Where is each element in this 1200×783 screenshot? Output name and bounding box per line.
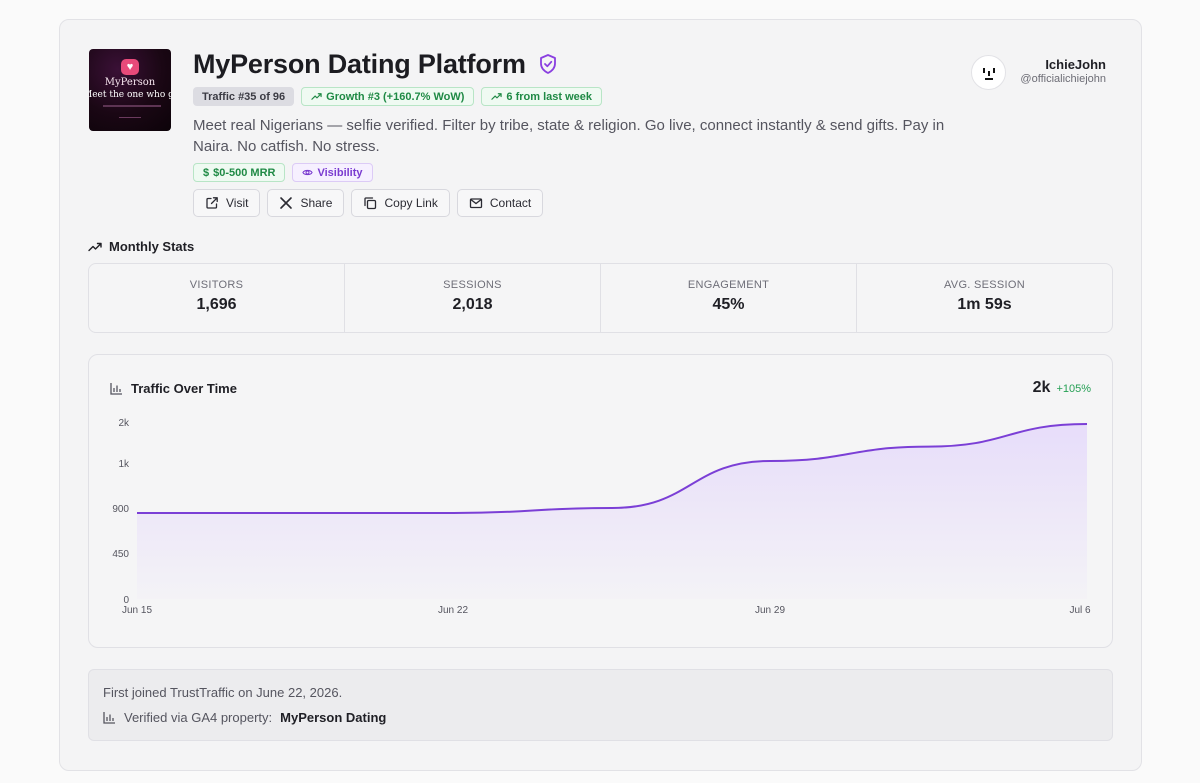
x-logo-icon [280, 197, 293, 209]
user-handle: @officialichiejohn [1020, 73, 1106, 85]
mail-icon [469, 198, 483, 209]
product-logo: ♥ MyPerson Meet the one who gets you [89, 49, 171, 131]
bar-chart-icon [110, 383, 122, 395]
rank-badges: Traffic #35 of 96 Growth #3 (+160.7% WoW… [193, 87, 602, 106]
joined-text: First joined TrustTraffic on June 22, 20… [103, 685, 343, 700]
stat-sessions: SESSIONS 2,018 [345, 264, 601, 332]
monthly-stats-grid: VISITORS 1,696 SESSIONS 2,018 ENGAGEMENT… [88, 263, 1113, 333]
growth-rank-badge: Growth #3 (+160.7% WoW) [301, 87, 475, 106]
chart-total-change: +105% [1056, 383, 1091, 395]
copy-icon [364, 197, 377, 210]
page-title: MyPerson Dating Platform [193, 49, 526, 79]
chart-total: 2k +105% [1033, 379, 1091, 397]
action-bar: Visit Share Copy Link Contact [193, 189, 544, 217]
logo-brand: MyPerson [104, 77, 156, 88]
verified-text: Verified via GA4 property: MyPerson Dati… [103, 710, 386, 725]
share-button[interactable]: Share [267, 189, 345, 217]
chart-title: Traffic Over Time [110, 381, 237, 396]
face-icon [982, 67, 995, 80]
trending-up-icon [491, 93, 503, 100]
meta-badges: $ $0-500 MRR Visibility [193, 163, 373, 182]
mrr-badge: $ $0-500 MRR [193, 163, 286, 182]
traffic-rank-badge: Traffic #35 of 96 [193, 87, 295, 106]
ga4-property: MyPerson Dating [280, 710, 387, 725]
monthly-stats-heading: Monthly Stats [88, 239, 194, 254]
logo-tagline: Meet the one who gets you [89, 90, 171, 100]
trending-up-icon [311, 93, 322, 100]
user-name: IchieJohn [1045, 57, 1106, 72]
heart-icon: ♥ [121, 59, 139, 75]
chart-total-value: 2k [1032, 379, 1051, 396]
stat-avg-session: AVG. SESSION 1m 59s [943, 279, 1026, 313]
stat-engagement: ENGAGEMENT 45% [601, 264, 857, 332]
external-link-icon [206, 197, 218, 209]
footer-info: First joined TrustTraffic on June 22, 20… [88, 669, 1113, 741]
traffic-chart-card [88, 354, 1113, 648]
eye-icon [302, 169, 314, 176]
copy-link-button[interactable]: Copy Link [351, 189, 450, 217]
user-info[interactable]: IchieJohn @officialichiejohn [1020, 57, 1106, 85]
product-description: Meet real Nigerians — selfie verified. F… [193, 117, 945, 155]
avatar[interactable] [971, 55, 1006, 90]
verified-shield-icon [540, 54, 556, 74]
contact-button[interactable]: Contact [456, 189, 544, 217]
visibility-badge[interactable]: Visibility [292, 163, 373, 182]
visit-button[interactable]: Visit [193, 189, 261, 217]
dollar-icon: $ [203, 166, 210, 179]
bar-chart-icon [103, 712, 115, 724]
stat-visitors: VISITORS 1,696 [89, 264, 345, 332]
trending-up-icon [88, 242, 102, 251]
rank-change-badge: 6 from last week [481, 87, 602, 106]
